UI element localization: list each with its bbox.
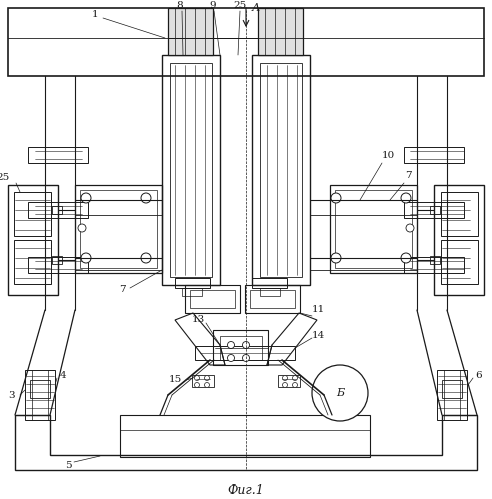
Text: 10: 10 [381, 151, 395, 160]
Bar [258, 8, 303, 55]
Bar [14, 240, 51, 284]
Bar [404, 202, 464, 218]
Bar [182, 288, 202, 296]
Circle shape [401, 193, 411, 203]
Circle shape [78, 224, 86, 232]
Circle shape [194, 376, 199, 381]
Bar [52, 206, 62, 214]
Bar [52, 256, 62, 264]
Bar [335, 190, 412, 268]
Bar [80, 190, 157, 268]
Text: 4: 4 [60, 370, 66, 380]
Bar [441, 240, 478, 284]
Text: 6: 6 [476, 370, 482, 380]
Bar [192, 375, 214, 387]
Circle shape [243, 354, 249, 361]
Circle shape [141, 253, 151, 263]
Circle shape [227, 354, 235, 361]
Bar [245, 285, 300, 313]
Bar [195, 346, 295, 360]
Bar [213, 330, 268, 365]
Circle shape [331, 253, 341, 263]
Circle shape [205, 376, 210, 381]
Bar [441, 192, 478, 236]
Bar [404, 147, 464, 163]
Bar [8, 8, 484, 76]
Circle shape [406, 224, 414, 232]
Bar [30, 380, 50, 398]
Bar [434, 185, 484, 295]
Text: Фиг.1: Фиг.1 [228, 484, 264, 497]
Text: 7: 7 [405, 171, 411, 180]
Bar [250, 290, 295, 308]
Bar [252, 55, 310, 285]
Text: 14: 14 [311, 330, 325, 339]
Bar [162, 55, 220, 285]
Bar [170, 63, 212, 277]
Circle shape [293, 376, 298, 381]
Text: 5: 5 [64, 461, 71, 470]
Bar [404, 257, 464, 273]
Text: 15: 15 [168, 376, 182, 385]
Bar [25, 370, 55, 420]
Bar [220, 336, 262, 360]
Bar [430, 206, 440, 214]
Circle shape [141, 193, 151, 203]
Bar [437, 370, 467, 420]
Bar [185, 285, 240, 313]
Bar [260, 288, 280, 296]
Bar [168, 8, 213, 55]
Bar [442, 380, 462, 398]
Bar [252, 278, 287, 288]
Text: 3: 3 [9, 391, 15, 400]
Text: 7: 7 [119, 285, 125, 294]
Text: 25: 25 [0, 174, 10, 183]
Circle shape [227, 341, 235, 348]
Circle shape [243, 341, 249, 348]
Bar [75, 185, 162, 273]
Circle shape [194, 383, 199, 388]
Circle shape [205, 383, 210, 388]
Circle shape [312, 365, 368, 421]
Text: А: А [252, 3, 260, 13]
Text: 13: 13 [191, 315, 205, 324]
Circle shape [282, 383, 287, 388]
Bar [28, 147, 88, 163]
Circle shape [401, 253, 411, 263]
Text: Б: Б [336, 388, 344, 398]
Bar [28, 202, 88, 218]
Text: 1: 1 [92, 9, 98, 18]
Circle shape [331, 193, 341, 203]
Circle shape [293, 383, 298, 388]
Bar [120, 415, 370, 457]
Bar [190, 290, 235, 308]
Circle shape [81, 193, 91, 203]
Text: 11: 11 [311, 305, 325, 314]
Bar [14, 192, 51, 236]
Circle shape [282, 376, 287, 381]
Bar [430, 256, 440, 264]
Bar [28, 257, 88, 273]
Bar [278, 375, 300, 387]
Bar [330, 185, 417, 273]
Text: 8: 8 [177, 0, 184, 9]
Circle shape [81, 253, 91, 263]
Text: 9: 9 [210, 0, 216, 9]
Text: 25: 25 [233, 0, 246, 9]
Bar [175, 278, 210, 288]
Bar [8, 185, 58, 295]
Bar [260, 63, 302, 277]
